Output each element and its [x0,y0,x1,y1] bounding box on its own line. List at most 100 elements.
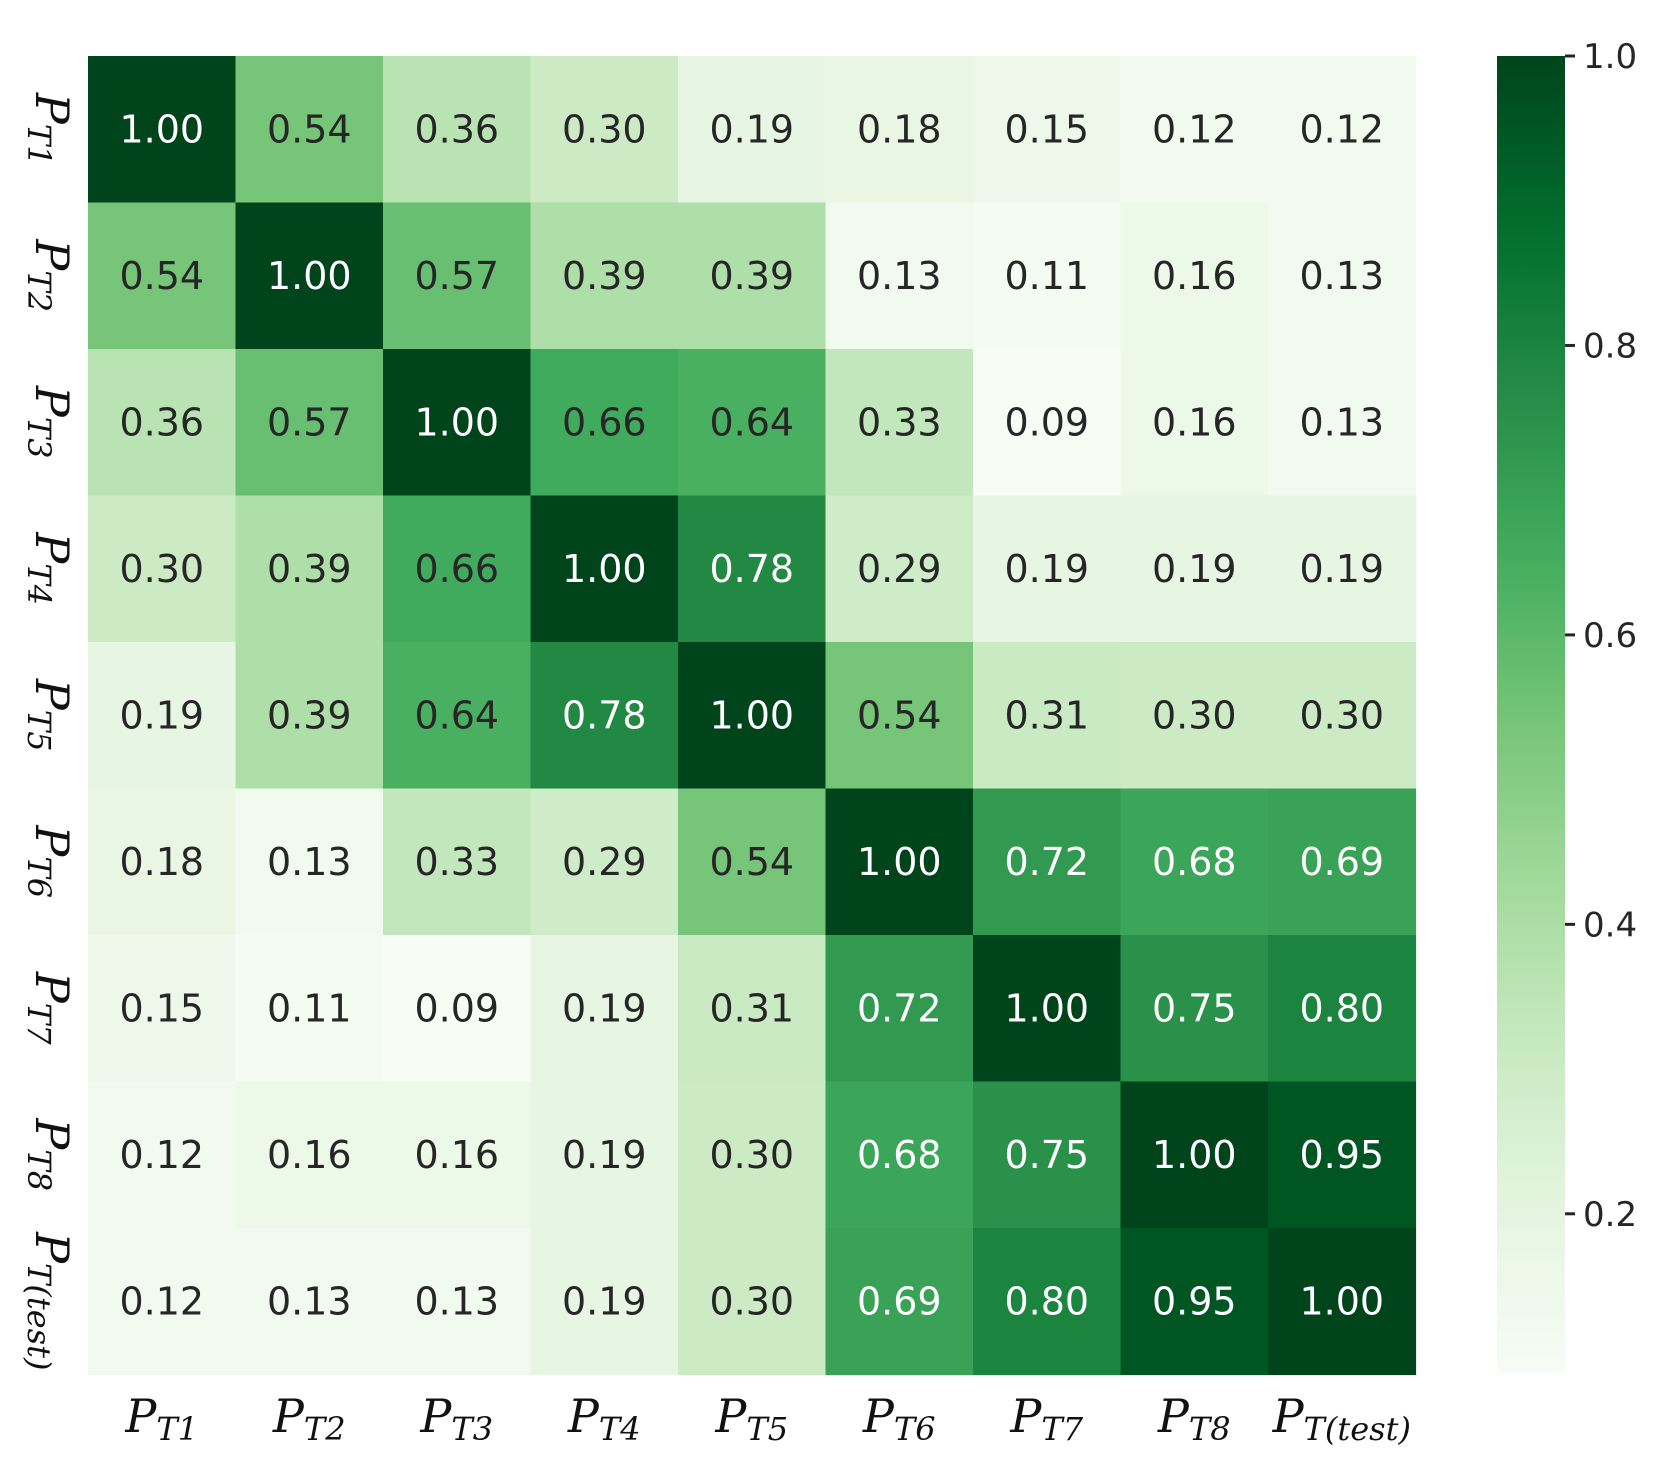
colorbar-tick-label: 0.2 [1583,1195,1637,1235]
heatmap-cell [825,495,974,643]
heatmap-cells: 1.00 0.54 0.36 0.30 0.19 0.18 0.15 0.12 0.12 0.54… [88,56,1417,1376]
cell-value-label: 0.19 [562,986,647,1030]
x-tick-label: PT8 [1157,1389,1231,1448]
cell-value-label: 0.13 [857,254,942,298]
y-tick-label: PT3 [20,385,79,459]
cell-value-label: 0.19 [1004,547,1089,591]
heatmap-cell [678,642,827,790]
cell-value-label: 0.69 [1299,840,1384,884]
cell-value-label: 0.57 [267,400,352,444]
colorbar-tick-label: 0.8 [1583,326,1637,366]
cell-value-label: 0.11 [1004,254,1089,298]
colorbar: 0.2 0.4 0.6 0.8 1.0 [1497,37,1637,1373]
cell-value-label: 0.30 [1299,693,1384,737]
cell-value-label: 1.00 [709,693,794,737]
heatmap-cell [88,1081,237,1229]
heatmap-cell [383,788,532,936]
heatmap-cell [383,56,532,204]
cell-value-label: 1.00 [414,400,499,444]
heatmap-cell [530,349,679,497]
cell-value-label: 0.30 [709,1133,794,1177]
cell-value-label: 0.95 [1299,1133,1384,1177]
heatmap-cell [88,495,237,643]
heatmap-cell [678,56,827,204]
heatmap-cell [383,1228,532,1376]
y-tick-label: PT(test) [20,1231,79,1370]
y-tick-label: PT6 [20,824,79,898]
heatmap-cell [88,56,237,204]
heatmap-cell [973,202,1122,350]
cell-value-label: 0.13 [414,1279,499,1323]
cell-value-label: 0.16 [1152,400,1237,444]
cell-value-label: 0.12 [119,1279,204,1323]
heatmap-cell [530,788,679,936]
cell-value-label: 0.68 [857,1133,942,1177]
y-tick-label: PT5 [20,678,79,752]
heatmap-cell [530,935,679,1083]
cell-value-label: 0.09 [1004,400,1089,444]
cell-value-label: 1.00 [267,254,352,298]
cell-value-label: 0.54 [119,254,204,298]
cell-value-label: 0.13 [267,840,352,884]
cell-value-label: 0.16 [414,1133,499,1177]
heatmap-cell [1120,202,1269,350]
heatmap-cell [235,788,384,936]
cell-value-label: 0.18 [857,107,942,151]
cell-value-label: 0.13 [1299,400,1384,444]
heatmap-cell [825,935,974,1083]
heatmap-cell [973,349,1122,497]
heatmap-cell [1120,788,1269,936]
cell-value-label: 0.66 [414,547,499,591]
heatmap-cell [1120,349,1269,497]
cell-value-label: 0.12 [1152,107,1237,151]
cell-value-label: 0.68 [1152,840,1237,884]
heatmap-cell [530,56,679,204]
heatmap-cell [1268,1228,1417,1376]
heatmap-cell [383,349,532,497]
heatmap-cell [1268,788,1417,936]
cell-value-label: 0.54 [267,107,352,151]
cell-value-label: 0.12 [1299,107,1384,151]
heatmap-cell [530,495,679,643]
cell-value-label: 0.18 [119,840,204,884]
cell-value-label: 0.33 [414,840,499,884]
x-tick-label: PT2 [272,1389,346,1448]
heatmap-cell [235,1081,384,1229]
heatmap-cell [678,1081,827,1229]
heatmap-cell [825,1081,974,1229]
heatmap-cell [825,642,974,790]
heatmap-cell [973,1228,1122,1376]
heatmap-cell [1268,56,1417,204]
heatmap-cell [678,788,827,936]
colorbar-gradient [1497,56,1565,1373]
heatmap-cell [530,1081,679,1229]
heatmap-cell [973,788,1122,936]
cell-value-label: 0.16 [1152,254,1237,298]
x-tick-label: PT5 [714,1389,788,1448]
heatmap-cell [235,56,384,204]
cell-value-label: 1.00 [857,840,942,884]
cell-value-label: 0.36 [119,400,204,444]
heatmap-cell [383,495,532,643]
colorbar-tick-label: 0.6 [1583,616,1637,656]
heatmap-cell [1120,1081,1269,1229]
heatmap-cell [383,642,532,790]
heatmap-cell [825,202,974,350]
heatmap-cell [530,642,679,790]
cell-value-label: 0.15 [119,986,204,1030]
heatmap-cell [678,935,827,1083]
heatmap-cell [973,495,1122,643]
cell-value-label: 0.31 [709,986,794,1030]
heatmap-cell [825,349,974,497]
cell-value-label: 0.54 [857,693,942,737]
heatmap-cell [1120,935,1269,1083]
heatmap-cell [973,642,1122,790]
cell-value-label: 1.00 [119,107,204,151]
heatmap-cell [235,1228,384,1376]
heatmap-cell [88,642,237,790]
cell-value-label: 0.19 [562,1279,647,1323]
heatmap-cell [1268,1081,1417,1229]
heatmap-cell [678,202,827,350]
cell-value-label: 0.19 [562,1133,647,1177]
heatmap-cell [88,202,237,350]
